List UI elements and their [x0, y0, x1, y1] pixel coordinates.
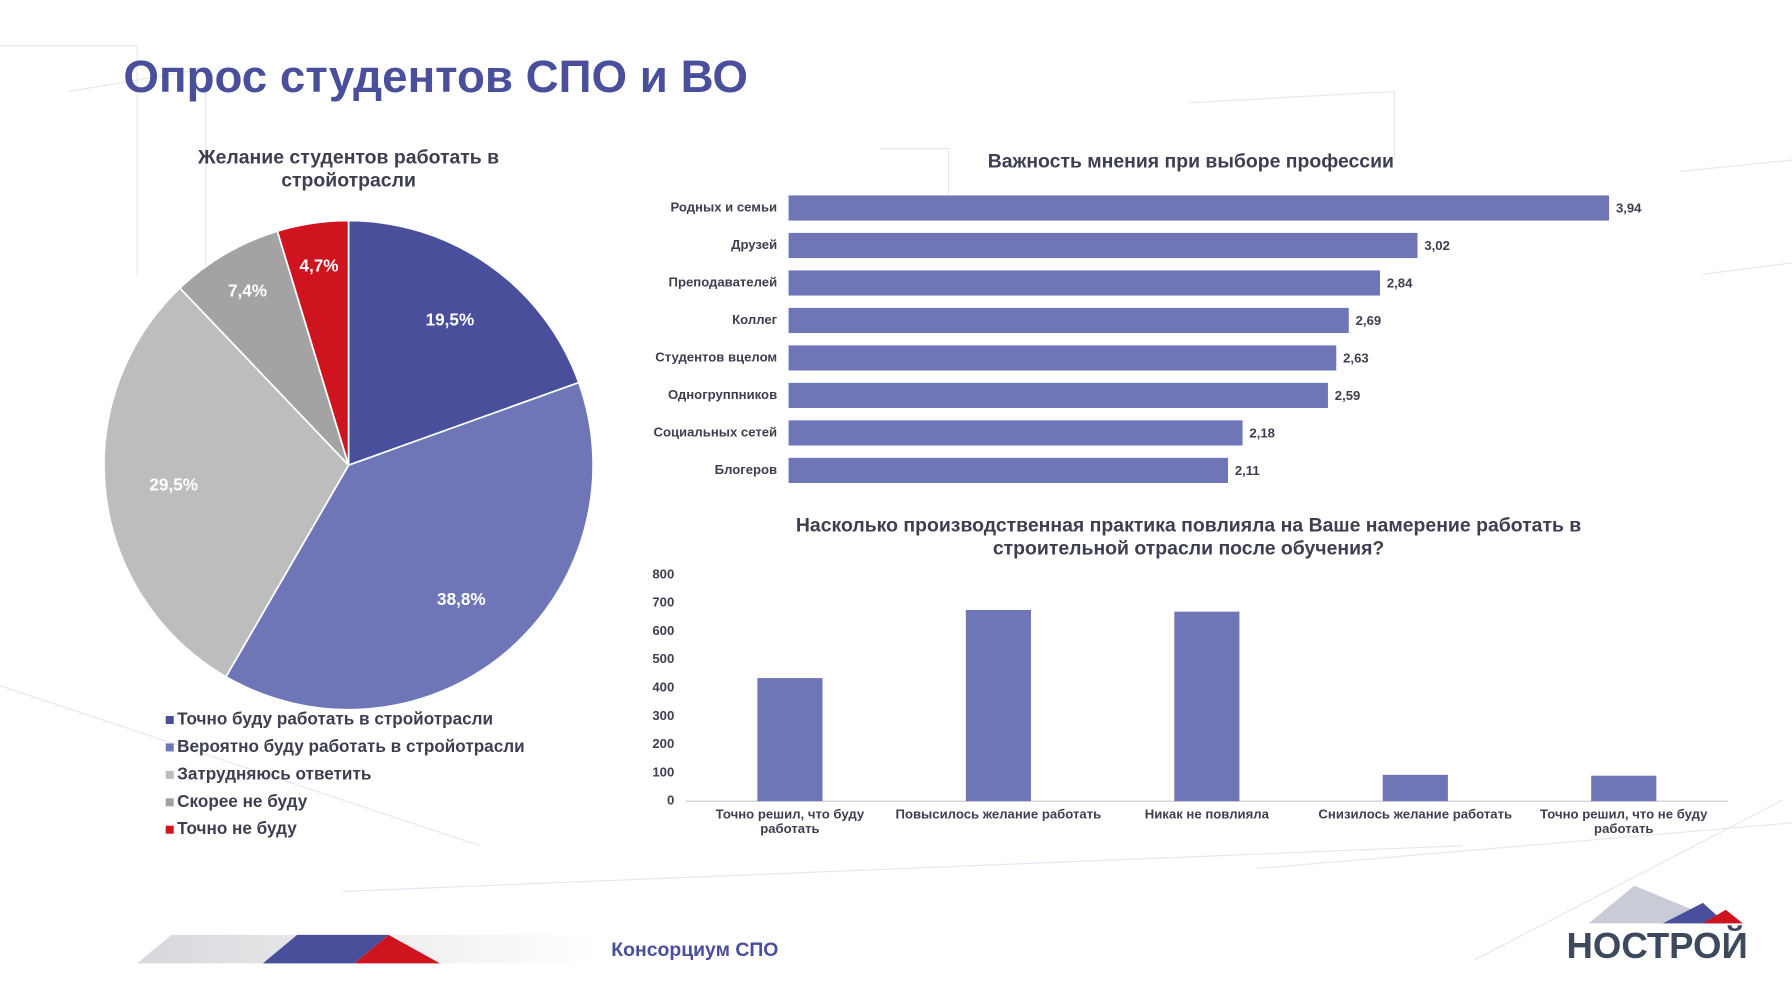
background-sketch: [0, 45, 1792, 961]
bar: [788, 457, 1228, 483]
bar: [1174, 611, 1240, 802]
pie-slice: [178, 230, 350, 466]
bar: [1591, 775, 1657, 802]
legend-swatch: [165, 825, 174, 834]
pie-slice: [276, 219, 350, 466]
x-tick-label: Снизилось желание работать: [1318, 808, 1513, 822]
legend-label: Вероятно буду работать в стройотрасли: [177, 736, 524, 756]
x-tick-label-box: Точно решил, что буду работать: [715, 808, 865, 837]
y-tick-label: Социальных сетей: [653, 424, 777, 439]
y-tick-label: Коллег: [732, 312, 778, 327]
legend-label: Точно не буду: [177, 818, 297, 838]
footer-stripe: [137, 934, 595, 964]
legend-label: Скорее не буду: [177, 791, 308, 811]
bar: [788, 420, 1243, 446]
bar: [788, 270, 1381, 296]
bar: [757, 678, 823, 802]
pie-title: Желание студентов работать в стройотрасл…: [198, 146, 500, 191]
value-label: 2,63: [1343, 351, 1369, 366]
y-tick-label: Одногруппников: [668, 387, 777, 402]
y-tick-label: Преподавателей: [669, 274, 778, 289]
y-tick-label: Студентов вцелом: [655, 349, 777, 364]
slice-label: 38,8%: [437, 589, 486, 609]
x-tick-label-box: Снизилось желание работать: [1318, 808, 1513, 822]
y-tick-label: 800: [652, 566, 674, 581]
logo-mark: [1588, 885, 1743, 924]
y-tick-label: Блогеров: [715, 462, 778, 477]
legend-swatch: [165, 743, 174, 752]
legend-swatch: [165, 798, 174, 807]
y-tick-label: 400: [652, 679, 674, 694]
y-tick-label: 600: [652, 623, 674, 638]
bar: [788, 195, 1610, 221]
hbar-title: Важность мнения при выборе профессии: [988, 150, 1394, 172]
pie-slice: [103, 286, 350, 678]
footer-text: Консорциум СПО: [611, 939, 778, 961]
y-tick-label: 200: [652, 736, 674, 751]
slice-label: 19,5%: [426, 310, 475, 330]
value-label: 3,94: [1616, 201, 1642, 216]
value-label: 2,69: [1356, 313, 1382, 328]
y-tick-label: Друзей: [731, 237, 777, 252]
bar: [788, 345, 1337, 371]
bar-title: Насколько производственная практика повл…: [795, 514, 1582, 559]
x-tick-label: Повысилось желание работать: [895, 808, 1102, 822]
logo: НОСТРОЙ: [1566, 924, 1747, 966]
y-tick-label: 0: [667, 793, 674, 808]
legend-swatch: [165, 716, 174, 724]
x-tick-label: Точно решил, что буду работать: [715, 808, 865, 837]
x-tick-label: Никак не повлияла: [1144, 808, 1269, 822]
legend-swatch: [165, 770, 174, 779]
value-label: 2,84: [1387, 276, 1413, 291]
legend-label: Точно буду работать в стройотрасли: [177, 709, 493, 729]
slide-title: Опрос студентов СПО и ВО: [123, 51, 748, 102]
bar: [788, 307, 1349, 334]
x-tick-label-box: Никак не повлияла: [1144, 808, 1269, 822]
bar: [965, 609, 1031, 802]
value-label: 2,18: [1249, 426, 1275, 441]
bar: [788, 232, 1418, 259]
y-tick-label: 300: [652, 708, 674, 723]
y-tick-label: 100: [652, 764, 674, 779]
value-label: 3,02: [1424, 238, 1450, 253]
pie-title-box: Желание студентов работать в стройотрасл…: [198, 146, 500, 191]
slice-label: 4,7%: [300, 255, 339, 275]
x-tick-label-box: Повысилось желание работать: [895, 808, 1102, 822]
y-tick-label: Родных и семьи: [670, 199, 777, 214]
bar: [1382, 774, 1448, 802]
value-label: 2,59: [1335, 388, 1361, 403]
pie-slice: [224, 381, 594, 711]
pie-slice: [347, 219, 580, 467]
legend-label: Затрудняюсь ответить: [177, 763, 371, 783]
x-tick-label-box: Точно решил, что не буду работать: [1540, 808, 1708, 837]
y-tick-label: 500: [652, 651, 674, 666]
bar-title-box: Насколько производственная практика повл…: [795, 514, 1582, 559]
value-label: 2,11: [1235, 463, 1260, 478]
x-tick-label: Точно решил, что не буду работать: [1540, 808, 1708, 837]
slice-label: 7,4%: [228, 280, 267, 300]
slice-label: 29,5%: [149, 474, 198, 494]
bar: [788, 382, 1328, 408]
y-tick-label: 700: [652, 595, 674, 610]
